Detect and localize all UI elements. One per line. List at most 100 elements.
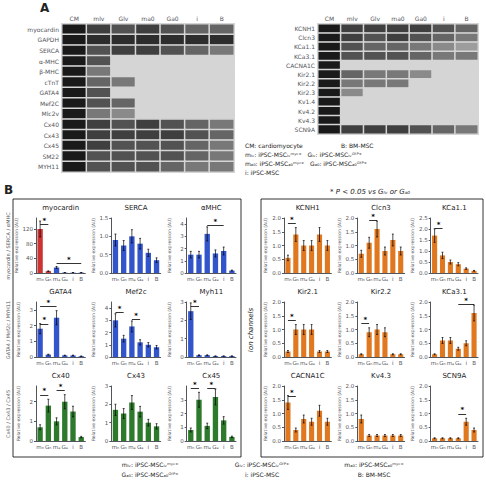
svg-text:Mlc2v: Mlc2v xyxy=(41,110,59,117)
svg-text:Gₐ: Gₐ xyxy=(212,360,218,366)
svg-text:0.0: 0.0 xyxy=(272,270,281,276)
svg-text:CM: cardiomyocyte: CM: cardiomyocyte B: BM-MSC xyxy=(245,142,374,150)
svg-text:Kir2.3: Kir2.3 xyxy=(297,89,315,96)
svg-text:mₙ: mₙ xyxy=(187,444,195,450)
svg-text:B: B xyxy=(325,444,329,450)
svg-text:Gₐ: Gₐ xyxy=(212,276,218,282)
svg-text:Gₐ: Gₐ xyxy=(62,444,68,450)
svg-text:*: * xyxy=(464,297,468,305)
svg-text:i: i xyxy=(319,276,321,282)
svg-text:Gₙ: Gₙ xyxy=(196,360,202,366)
svg-text:Ion channels: Ion channels xyxy=(247,307,255,352)
svg-text:i: i xyxy=(392,276,394,282)
svg-text:1.0: 1.0 xyxy=(346,327,355,333)
svg-text:Gₗᵥ: iPSC-MSCₗᵥᴳᶠᴾ⁺: Gₗᵥ: iPSC-MSCₗᵥᴳᶠᴾ⁺ xyxy=(235,461,289,468)
svg-text:B: B xyxy=(325,276,329,282)
svg-text:Relative expression (AU): Relative expression (AU) xyxy=(337,218,342,273)
svg-text:B: B xyxy=(220,15,224,22)
svg-text:1.0: 1.0 xyxy=(419,411,428,417)
svg-text:mₐ: mₐ xyxy=(447,444,455,450)
svg-text:mₐ: mₐ xyxy=(447,276,455,282)
svg-text:mₐ: mₐ xyxy=(203,276,211,282)
svg-text:0: 0 xyxy=(180,438,184,444)
svg-text:0.5: 0.5 xyxy=(346,340,355,346)
svg-text:Mef2C: Mef2C xyxy=(40,100,59,107)
svg-text:Gₙ: Gₙ xyxy=(439,360,445,366)
svg-text:2.0: 2.0 xyxy=(419,299,428,305)
svg-text:*: * xyxy=(363,316,367,324)
svg-text:Relative expression (AU): Relative expression (AU) xyxy=(263,386,268,441)
svg-text:Gₐ: Gₐ xyxy=(382,360,388,366)
svg-text:Gₐ: Gₐ xyxy=(382,444,388,450)
svg-text:CACNA1C: CACNA1C xyxy=(286,62,315,69)
svg-text:Cx40: Cx40 xyxy=(52,372,70,380)
svg-text:B: B xyxy=(230,360,234,366)
svg-text:mₙ: mₙ xyxy=(36,276,44,282)
svg-text:Relative expression (AU): Relative expression (AU) xyxy=(263,302,268,357)
svg-text:i: i xyxy=(465,444,467,450)
svg-text:Gₐ: Gₐ xyxy=(455,360,461,366)
svg-text:1.5: 1.5 xyxy=(100,215,109,221)
svg-text:0.0: 0.0 xyxy=(346,270,355,276)
svg-text:0.0: 0.0 xyxy=(272,438,281,444)
svg-text:2.0: 2.0 xyxy=(346,215,355,221)
svg-text:Glv: Glv xyxy=(118,15,128,22)
svg-text:1.5: 1.5 xyxy=(346,397,355,403)
svg-text:B: B xyxy=(79,360,83,366)
svg-text:cTnT: cTnT xyxy=(45,79,60,86)
svg-text:2: 2 xyxy=(105,401,109,407)
svg-text:i: i xyxy=(465,360,467,366)
svg-text:ma0: ma0 xyxy=(141,15,155,22)
svg-text:2.0: 2.0 xyxy=(272,215,281,221)
svg-text:1.5: 1.5 xyxy=(419,313,428,319)
svg-text:0: 0 xyxy=(30,354,34,360)
svg-text:i: iPSC-MSC: i: iPSC-MSC xyxy=(245,169,279,176)
svg-text:B: B xyxy=(472,276,476,282)
svg-text:Relative expression (AU): Relative expression (AU) xyxy=(410,386,415,441)
svg-text:Gₐ: Gₐ xyxy=(308,444,314,450)
svg-text:3: 3 xyxy=(30,307,34,313)
svg-text:mₐ: mₐ xyxy=(300,444,308,450)
svg-text:B: B xyxy=(399,444,403,450)
svg-text:A: A xyxy=(40,1,50,15)
svg-text:B: B xyxy=(472,360,476,366)
svg-text:i: i xyxy=(72,276,74,282)
svg-text:0: 0 xyxy=(180,354,184,360)
svg-text:*: * xyxy=(193,299,197,307)
svg-text:GATA4: GATA4 xyxy=(40,89,60,96)
svg-text:0.0: 0.0 xyxy=(100,270,109,276)
svg-text:0: 0 xyxy=(180,270,184,276)
svg-text:*: * xyxy=(118,305,122,313)
svg-text:B: B xyxy=(399,276,403,282)
svg-text:B: B xyxy=(4,183,13,197)
svg-text:0.5: 0.5 xyxy=(346,424,355,430)
svg-text:i: i xyxy=(72,444,74,450)
svg-text:Gₙ: Gₙ xyxy=(45,444,51,450)
svg-text:Relative expression (AU): Relative expression (AU) xyxy=(91,218,96,273)
svg-text:0.0: 0.0 xyxy=(419,354,428,360)
svg-text:Kir2.2: Kir2.2 xyxy=(297,80,315,87)
svg-text:*: * xyxy=(290,389,294,397)
svg-text:mₐ: mₐ xyxy=(203,444,211,450)
svg-text:4: 4 xyxy=(105,305,109,311)
svg-text:0.0: 0.0 xyxy=(419,438,428,444)
svg-text:Relative expression (AU): Relative expression (AU) xyxy=(167,302,172,357)
svg-text:Gₙ: Gₙ xyxy=(196,444,202,450)
svg-text:KCa3.1: KCa3.1 xyxy=(294,53,315,60)
svg-text:Gₙ: Gₙ xyxy=(366,444,372,450)
svg-text:B: B xyxy=(155,444,159,450)
svg-text:mₐ₀: iPSC-MSCₐ₀ᵐʸᶜ⁺ Gₐ₀: iPS: mₐ₀: iPSC-MSCₐ₀ᵐʸᶜ⁺ Gₐ₀: iPSC-MSCₐ₀ᴳᶠᴾ⁺ xyxy=(245,160,367,167)
svg-text:mₐ: mₐ xyxy=(373,276,381,282)
svg-text:i: i xyxy=(392,360,394,366)
svg-text:Gₙ: Gₙ xyxy=(439,444,445,450)
svg-text:Gₐ: Gₐ xyxy=(137,360,143,366)
svg-text:0.5: 0.5 xyxy=(346,256,355,262)
svg-text:4: 4 xyxy=(180,221,184,227)
svg-text:mₐ: mₐ xyxy=(203,360,211,366)
svg-text:Gₙ: Gₙ xyxy=(366,276,372,282)
svg-text:Relative expression (AU): Relative expression (AU) xyxy=(337,386,342,441)
svg-text:0.0: 0.0 xyxy=(346,354,355,360)
svg-text:KCa1.1: KCa1.1 xyxy=(442,204,467,212)
svg-text:1.0: 1.0 xyxy=(346,243,355,249)
svg-text:i: i xyxy=(223,360,225,366)
